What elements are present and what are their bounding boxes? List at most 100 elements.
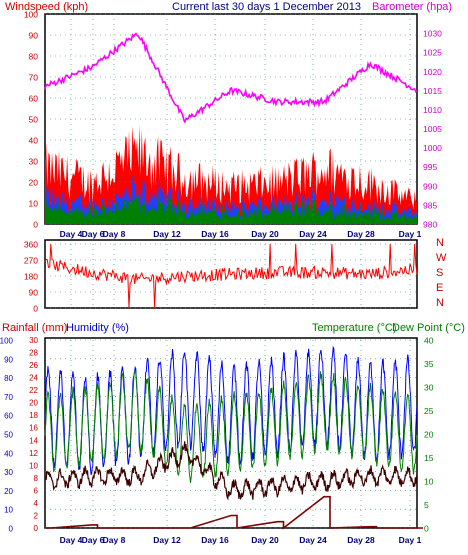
barometer-line (44, 32, 418, 124)
direction-tick-label: 0 (33, 304, 38, 314)
rainfall-tick-label: 8 (34, 474, 39, 483)
humidity-tick-label: 90 (4, 355, 13, 364)
rainfall-tick-label: 14 (29, 436, 38, 445)
x-tick-label-temp: Day 1 (399, 535, 422, 545)
compass-label: W (436, 252, 447, 264)
x-tick-label-wind: Day 8 (103, 229, 126, 239)
temperature-axis-title: Temperature (°C) (312, 322, 396, 334)
direction-tick-label: 90 (29, 288, 39, 298)
wind-tick-label: 40 (29, 136, 39, 146)
x-tick-label-wind: Day 20 (251, 229, 279, 239)
compass-label: N (436, 297, 444, 309)
x-tick-label-wind: Day 4 (60, 229, 83, 239)
wind-tick-label: 100 (24, 10, 38, 20)
rainfall-tick-label: 30 (29, 336, 38, 345)
dewpoint-line (44, 441, 418, 501)
barometer-tick-label: 990 (423, 181, 437, 191)
direction-tick-label: 360 (24, 240, 38, 250)
x-tick-label-wind: Day 24 (299, 229, 327, 239)
x-tick-label-temp: Day 20 (251, 535, 279, 545)
barometer-tick-label: 1010 (423, 105, 442, 115)
wind-tick-label: 70 (29, 73, 39, 83)
wind-tick-label: 30 (29, 157, 39, 167)
x-tick-label-wind: Day 12 (153, 229, 181, 239)
humidity-axis-title: Humidity (%) (66, 322, 129, 334)
rainfall-tick-label: 10 (29, 461, 38, 470)
temperature-tick-label: 0 (424, 524, 429, 534)
rainfall-tick-label: 12 (29, 449, 38, 458)
barometer-tick-label: 1000 (423, 143, 442, 153)
humidity-tick-label: 100 (0, 337, 14, 346)
temperature-tick-label: 5 (424, 500, 429, 510)
direction-series-layer (44, 243, 418, 309)
temperature-series-layer (44, 345, 423, 530)
grid-layer (45, 13, 417, 529)
rainfall-tick-label: 22 (29, 386, 38, 395)
humidity-tick-label: 40 (4, 449, 13, 458)
x-tick-label-wind: Day 16 (201, 229, 229, 239)
x-tick-label-wind: Day 6 (82, 229, 105, 239)
humidity-tick-label: 80 (4, 374, 13, 383)
dewpoint-axis-title: Dew Point (°C) (392, 322, 465, 334)
wind-tick-label: 10 (29, 199, 39, 209)
barometer-tick-label: 995 (423, 162, 437, 172)
direction-tick-label: 270 (24, 256, 38, 266)
x-tick-label-temp: Day 6 (82, 535, 105, 545)
x-tick-label-wind: Day 1 (399, 229, 422, 239)
x-tick-label-wind: Day 28 (347, 229, 375, 239)
windspeed-axis-title: Windspeed (kph) (5, 1, 88, 13)
barometer-tick-label: 985 (423, 200, 437, 210)
x-tick-label-temp: Day 4 (60, 535, 83, 545)
barometer-tick-label: 1030 (423, 29, 442, 39)
rainfall-tick-label: 28 (29, 349, 38, 358)
x-tick-label-temp: Day 16 (201, 535, 229, 545)
rainfall-line (45, 495, 423, 530)
x-tick-label-temp: Day 8 (103, 535, 126, 545)
rainfall-tick-label: 16 (29, 424, 38, 433)
wind-tick-label: 60 (29, 94, 39, 104)
compass-label: N (436, 237, 444, 249)
rainfall-tick-label: 4 (34, 499, 39, 508)
temperature-tick-label: 40 (424, 336, 434, 346)
barometer-tick-label: 980 (423, 220, 437, 230)
barometer-tick-label: 1015 (423, 86, 442, 96)
wind-tick-label: 80 (29, 52, 39, 62)
compass-label: S (436, 267, 443, 279)
humidity-tick-label: 70 (4, 393, 13, 402)
axis-labels-layer: 0102030405060708090100980985990995100010… (0, 10, 447, 546)
humidity-tick-label: 20 (4, 487, 13, 496)
rainfall-tick-label: 26 (29, 361, 38, 370)
barometer-tick-label: 1025 (423, 48, 442, 58)
humidity-tick-label: 30 (4, 468, 13, 477)
temperature-tick-label: 30 (424, 383, 434, 393)
direction-tick-label: 180 (24, 272, 38, 282)
wind-tick-label: 50 (29, 115, 39, 125)
barometer-axis-title: Barometer (hpa) (372, 1, 452, 13)
rainfall-tick-label: 6 (34, 486, 39, 495)
x-tick-label-temp: Day 28 (347, 535, 375, 545)
rainfall-tick-label: 2 (34, 511, 39, 520)
temperature-tick-label: 10 (424, 477, 434, 487)
compass-label: E (436, 282, 443, 294)
humidity-tick-label: 60 (4, 412, 13, 421)
humidity-tick-label: 50 (4, 431, 13, 440)
barometer-tick-label: 1005 (423, 124, 442, 134)
rainfall-axis-title: Rainfall (mm) (2, 322, 67, 334)
wind-tick-label: 0 (33, 220, 38, 230)
temperature-tick-label: 35 (424, 359, 434, 369)
chart-title: Current last 30 days 1 December 2013 (172, 1, 361, 13)
rainfall-tick-label: 18 (29, 411, 38, 420)
rainfall-tick-label: 0 (34, 524, 39, 533)
wind-series-layer (44, 32, 418, 224)
wind-tick-label: 20 (29, 178, 39, 188)
wind-tick-label: 90 (29, 31, 39, 41)
barometer-tick-label: 1020 (423, 67, 442, 77)
temperature-tick-label: 25 (424, 406, 434, 416)
humidity-tick-label: 10 (4, 506, 13, 515)
temperature-tick-label: 15 (424, 453, 434, 463)
wind-direction-line (44, 243, 418, 309)
x-tick-label-temp: Day 24 (299, 535, 327, 545)
rainfall-tick-label: 24 (29, 374, 38, 383)
